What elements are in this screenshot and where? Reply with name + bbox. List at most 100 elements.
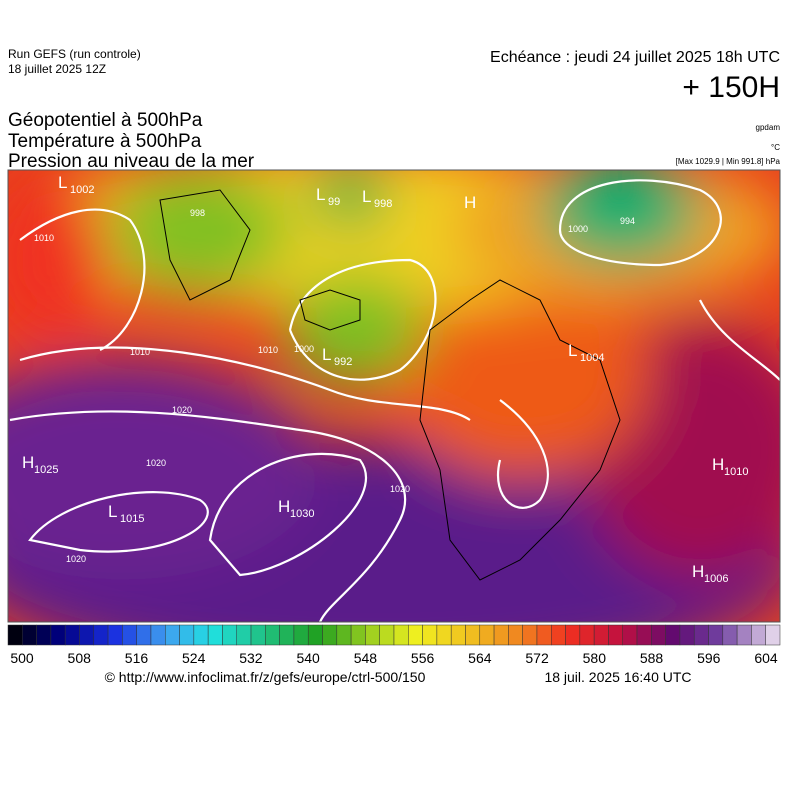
colorbar-swatch <box>322 624 338 646</box>
colorbar-tick-label: 580 <box>583 650 607 666</box>
colorbar-swatch <box>64 624 80 646</box>
colorbar-swatch <box>250 624 266 646</box>
unit-temp: °C <box>771 143 780 152</box>
center-letter: H <box>464 193 476 212</box>
colorbar-tick-label: 500 <box>10 650 34 666</box>
colorbar-swatch <box>222 624 237 646</box>
center-value: 1006 <box>704 573 728 585</box>
colorbar-swatch <box>50 624 66 646</box>
isobar-label: 1020 <box>146 458 166 468</box>
center-letter: H <box>278 497 290 516</box>
center-value: 1030 <box>290 508 314 520</box>
colorbar-swatch <box>736 624 752 646</box>
colorbar-swatch <box>165 624 180 646</box>
isobar-label: 1010 <box>34 233 54 243</box>
title-line: Pression au niveau de la mer <box>8 151 255 172</box>
colorbar-swatch <box>479 624 495 646</box>
colorbar-swatch <box>393 624 409 646</box>
center-value: 1015 <box>120 513 144 525</box>
colorbar-swatch <box>708 624 724 646</box>
title-line: Température à 500hPa <box>8 131 202 152</box>
isobar-label: 1010 <box>130 347 150 357</box>
issue-time: 18 juil. 2025 16:40 UTC <box>544 669 691 685</box>
colorbar-swatch <box>408 624 423 646</box>
colorbar-swatch <box>293 624 309 646</box>
isobar-label: 1020 <box>390 484 410 494</box>
colorbar-swatch <box>93 624 109 646</box>
colorbar-swatch <box>465 624 481 646</box>
center-letter: H <box>692 562 704 581</box>
source-url: © http://www.infoclimat.fr/z/gefs/europe… <box>105 669 426 685</box>
colorbar-swatch <box>207 624 223 646</box>
colorbar-swatch <box>136 624 152 646</box>
colorbar-tick-label: 540 <box>296 650 320 666</box>
colorbar-swatch <box>265 624 280 646</box>
colorbar-swatch <box>622 624 638 646</box>
center-value: 1004 <box>580 352 604 364</box>
colorbar-swatch <box>450 624 466 646</box>
colorbar-swatch <box>693 624 709 646</box>
center-value: 99 <box>328 196 340 208</box>
colorbar-swatch <box>7 624 23 646</box>
colorbar-swatch <box>22 624 37 646</box>
center-letter: L <box>322 345 331 364</box>
isobar-label: 1020 <box>172 405 192 415</box>
isobar-label: 1010 <box>258 345 278 355</box>
isobar-label: 1000 <box>294 344 314 354</box>
colorbar-tick-label: 524 <box>182 650 206 666</box>
colorbar-swatch <box>279 624 295 646</box>
colorbar-tick-label: 516 <box>125 650 149 666</box>
colorbar-tick-label: 588 <box>640 650 664 666</box>
center-letter: H <box>712 455 724 474</box>
colorbar-swatch <box>722 624 738 646</box>
colorbar-tick-label: 532 <box>239 650 263 666</box>
run-label: Run GEFS (run controle) <box>8 47 141 61</box>
colorbar-swatch <box>122 624 137 646</box>
run-date: 18 juillet 2025 12Z <box>8 62 106 76</box>
center-value: 998 <box>374 198 392 210</box>
isobar-label: 994 <box>620 216 635 226</box>
colorbar-swatch <box>579 624 595 646</box>
colorbar-tick-label: 508 <box>68 650 92 666</box>
colorbar-tick-label: 556 <box>411 650 435 666</box>
colorbar-swatch <box>508 624 523 646</box>
colorbar-swatch <box>79 624 95 646</box>
center-letter: L <box>362 187 371 206</box>
colorbar-swatch <box>593 624 609 646</box>
isobar-label: 998 <box>190 208 205 218</box>
colorbar-swatch <box>636 624 652 646</box>
colorbar-swatch <box>665 624 681 646</box>
colorbar-swatch <box>436 624 452 646</box>
colorbar-swatch <box>565 624 581 646</box>
colorbar-swatch <box>751 624 766 646</box>
colorbar-swatch <box>350 624 366 646</box>
colorbar-swatch <box>522 624 538 646</box>
colorbar-swatch <box>236 624 252 646</box>
colorbar-swatch <box>536 624 552 646</box>
colorbar-swatch <box>307 624 323 646</box>
colorbar-swatch <box>765 624 781 646</box>
colorbar-swatch <box>107 624 123 646</box>
colorbar-swatch <box>150 624 166 646</box>
colorbar-swatch <box>36 624 52 646</box>
title-line: Géopotentiel à 500hPa <box>8 110 203 131</box>
colorbar-swatch <box>422 624 438 646</box>
colorbar-swatch <box>379 624 395 646</box>
center-letter: L <box>108 502 117 521</box>
colorbar-swatch <box>551 624 566 646</box>
center-value: 1002 <box>70 184 94 196</box>
center-letter: H <box>22 453 34 472</box>
colorbar-tick-label: 548 <box>354 650 378 666</box>
center-value: 1025 <box>34 464 58 476</box>
colorbar-swatch <box>193 624 209 646</box>
colorbar-swatch <box>179 624 195 646</box>
center-value: 992 <box>334 356 352 368</box>
colorbar-swatch <box>365 624 380 646</box>
map-frame <box>7 169 781 623</box>
colorbar-swatch <box>336 624 352 646</box>
unit-pressure: [Max 1029.9 | Min 991.8] hPa <box>676 157 781 166</box>
colorbar-tick-label: 572 <box>525 650 549 666</box>
colorbar-swatch <box>679 624 695 646</box>
